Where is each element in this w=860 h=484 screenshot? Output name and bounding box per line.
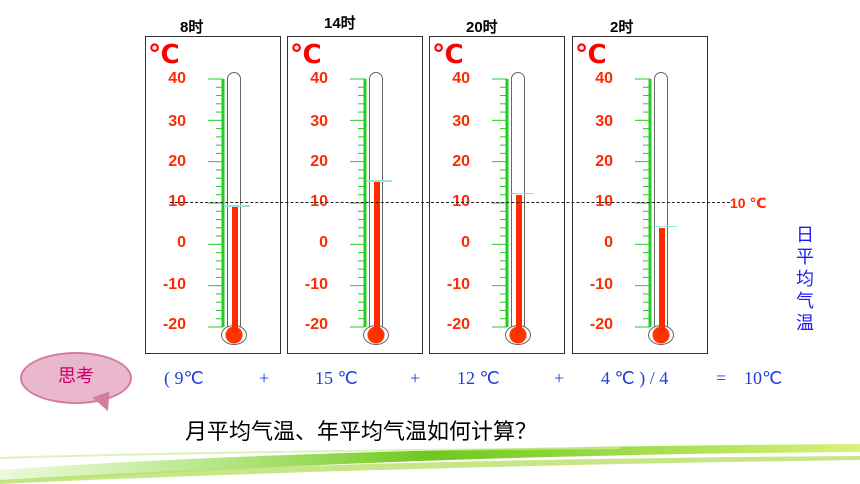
scale-label-10: 10 bbox=[168, 193, 186, 210]
thermometer-panel-20: ℃ 40 30 20 10 0 -10 -20 bbox=[429, 36, 565, 354]
scale-label-minus20: -20 bbox=[589, 316, 613, 333]
scale-label-40: 40 bbox=[310, 70, 328, 87]
scale-label-minus10: -10 bbox=[446, 276, 470, 293]
scale-label-20: 20 bbox=[168, 153, 186, 170]
formula-equals: = bbox=[716, 368, 727, 388]
scale-label-0: 0 bbox=[604, 234, 613, 251]
scale-label-minus20: -20 bbox=[162, 316, 186, 333]
time-label-2: 2时 bbox=[610, 19, 634, 36]
scale-label-20: 20 bbox=[595, 153, 613, 170]
average-dashed-line bbox=[170, 202, 730, 203]
reading-mark bbox=[366, 180, 392, 182]
reading-mark bbox=[651, 225, 677, 228]
time-label-20: 20时 bbox=[466, 19, 498, 36]
formula-term-4: 4 ℃ ) / 4 bbox=[601, 368, 669, 388]
scale-label-30: 30 bbox=[310, 113, 328, 130]
scale-label-0: 0 bbox=[177, 234, 186, 251]
unit-label: ℃ bbox=[290, 39, 322, 69]
scale-label-40: 40 bbox=[168, 70, 186, 87]
scale-label-10: 10 bbox=[452, 193, 470, 210]
average-line-label: 10 ℃ bbox=[730, 195, 767, 211]
formula-result: 10℃ bbox=[744, 368, 783, 388]
scale-label-minus10: -10 bbox=[589, 276, 613, 293]
mercury-column bbox=[232, 207, 238, 333]
mercury-column bbox=[659, 227, 665, 333]
scale-label-minus20: -20 bbox=[304, 316, 328, 333]
question-text: 月平均气温、年平均气温如何计算？ bbox=[185, 420, 538, 445]
scale-label-30: 30 bbox=[452, 113, 470, 130]
decorative-swoosh bbox=[0, 444, 860, 484]
reading-mark bbox=[508, 192, 534, 195]
daily-average-vertical-label: 日平均气温 bbox=[796, 225, 814, 334]
scale-ticks bbox=[492, 78, 509, 328]
scale-label-0: 0 bbox=[319, 234, 328, 251]
reading-mark bbox=[224, 205, 250, 207]
scale-label-minus10: -10 bbox=[162, 276, 186, 293]
thermometer-panel-14: ℃ 40 30 20 10 0 -10 -20 bbox=[287, 36, 423, 354]
scale-label-40: 40 bbox=[452, 70, 470, 87]
scale-label-40: 40 bbox=[595, 70, 613, 87]
formula-term-3: 12 ℃ bbox=[457, 368, 500, 388]
scale-ticks bbox=[635, 78, 652, 328]
scale-label-20: 20 bbox=[452, 153, 470, 170]
scale-label-20: 20 bbox=[310, 153, 328, 170]
formula-term-1: ( 9℃ bbox=[164, 368, 204, 388]
thermometer-panel-8: ℃ 40 30 20 10 0 -10 -20 bbox=[145, 36, 281, 354]
scale-label-0: 0 bbox=[461, 234, 470, 251]
mercury-column bbox=[374, 182, 380, 333]
scale-ticks bbox=[208, 78, 225, 328]
think-bubble-text: 思考 bbox=[58, 366, 94, 387]
thermometer-panel-2: ℃ 40 30 20 10 0 -10 -20 bbox=[572, 36, 708, 354]
mercury-column bbox=[516, 194, 522, 333]
unit-label: ℃ bbox=[148, 39, 180, 69]
scale-label-minus10: -10 bbox=[304, 276, 328, 293]
formula-plus-2: + bbox=[410, 368, 421, 388]
unit-label: ℃ bbox=[432, 39, 464, 69]
scale-label-30: 30 bbox=[168, 113, 186, 130]
time-label-14: 14时 bbox=[324, 15, 356, 32]
scale-label-10: 10 bbox=[595, 193, 613, 210]
formula-plus-3: + bbox=[554, 368, 565, 388]
scale-label-10: 10 bbox=[310, 193, 328, 210]
formula-plus-1: + bbox=[259, 368, 270, 388]
scale-label-minus20: -20 bbox=[446, 316, 470, 333]
scale-ticks bbox=[350, 78, 367, 328]
unit-label: ℃ bbox=[575, 39, 607, 69]
think-bubble bbox=[20, 352, 132, 404]
time-label-8: 8时 bbox=[180, 19, 204, 36]
scale-label-30: 30 bbox=[595, 113, 613, 130]
formula-term-2: 15 ℃ bbox=[315, 368, 358, 388]
